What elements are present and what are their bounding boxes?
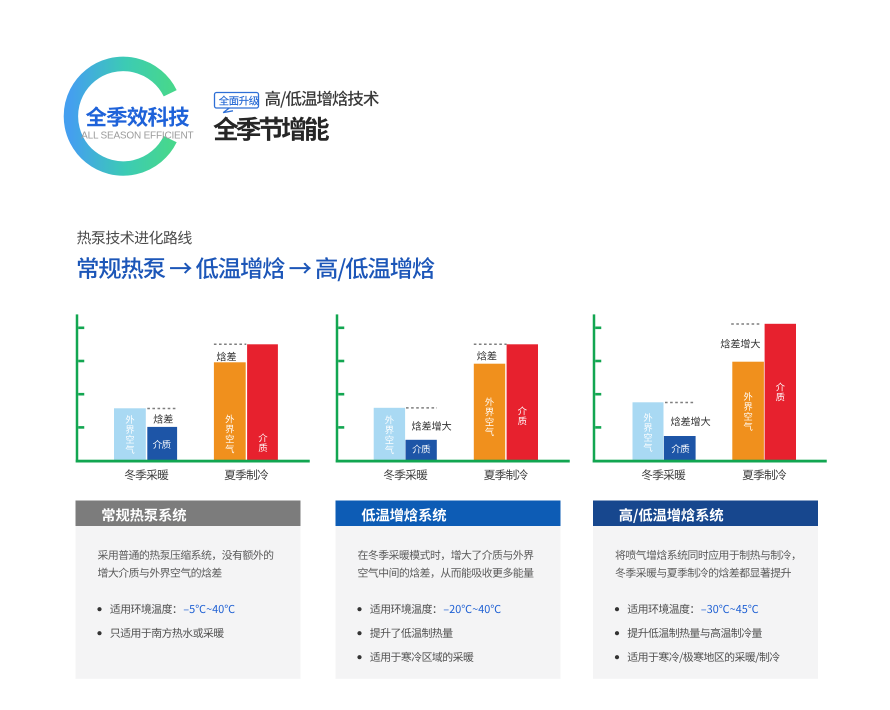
svg-text:ALL SEASON EFFICIENT: ALL SEASON EFFICIENT <box>81 130 193 141</box>
